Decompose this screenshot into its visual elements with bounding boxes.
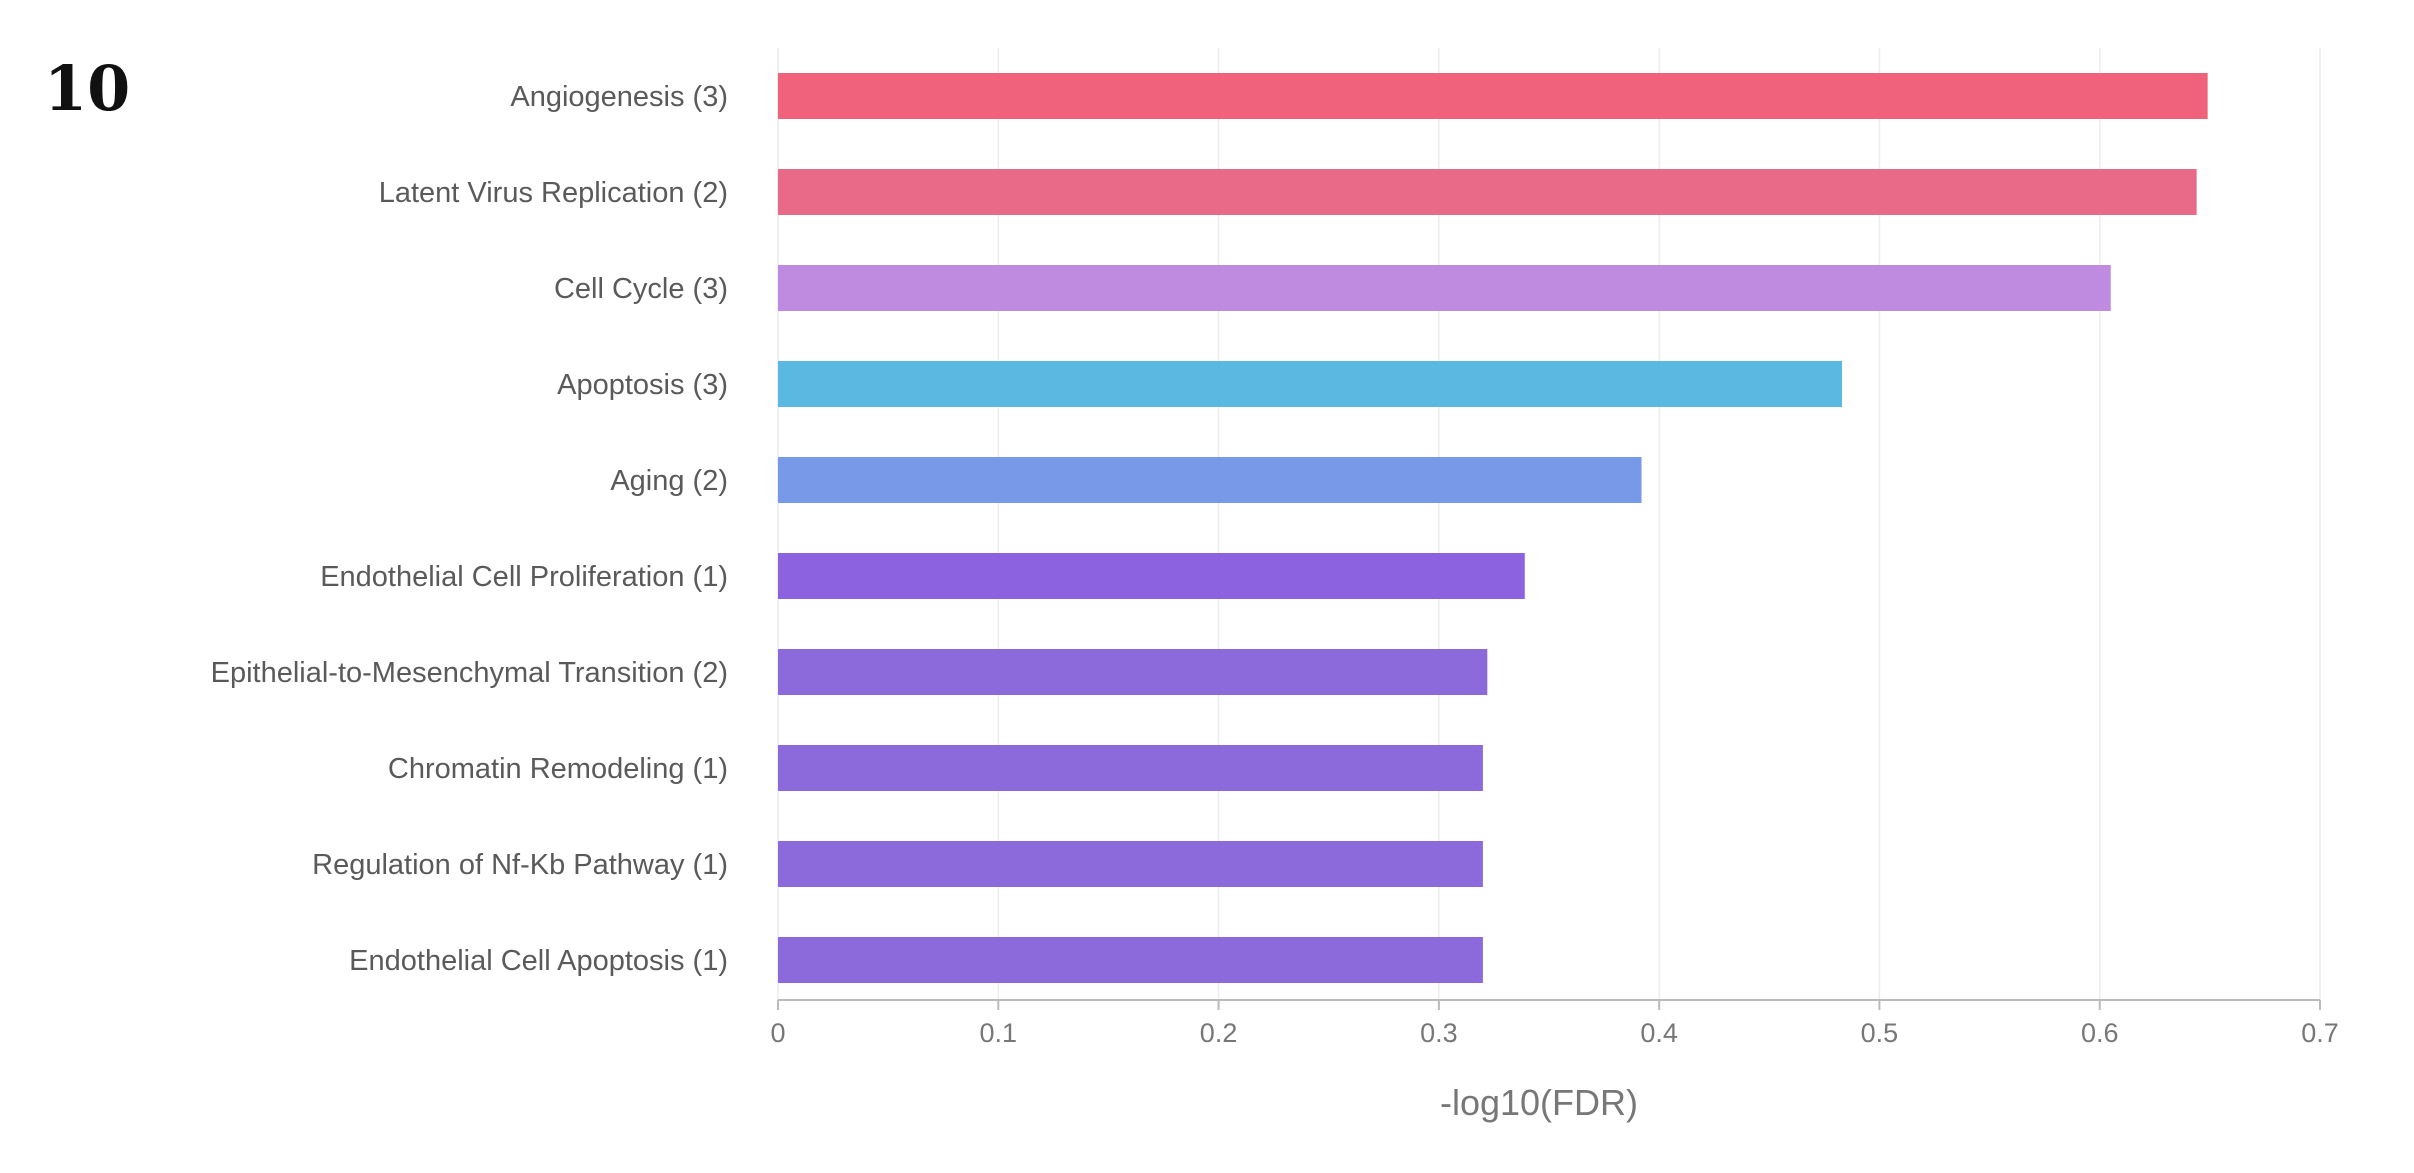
category-label: Apoptosis (3) (557, 369, 728, 401)
category-label: Epithelial-to-Mesenchymal Transition (2) (211, 657, 728, 689)
x-tick-label: 0.2 (1200, 1018, 1238, 1048)
category-label: Cell Cycle (3) (554, 273, 728, 305)
category-label: Regulation of Nf-Kb Pathway (1) (312, 849, 728, 881)
x-tick-label: 0.5 (1861, 1018, 1899, 1048)
bar (778, 841, 1483, 887)
category-label: Aging (2) (610, 465, 728, 497)
x-tick-label: 0.4 (1640, 1018, 1678, 1048)
panel-label: 10 (44, 52, 131, 125)
category-label: Latent Virus Replication (2) (379, 177, 728, 209)
x-axis-title: -log10(FDR) (1440, 1082, 1638, 1123)
x-tick-label: 0 (770, 1018, 785, 1048)
x-tick-label: 0.6 (2081, 1018, 2119, 1048)
category-label: Endothelial Cell Apoptosis (1) (349, 945, 728, 977)
bar (778, 265, 2111, 311)
bar (778, 457, 1642, 503)
category-label: Angiogenesis (3) (510, 81, 728, 113)
bar (778, 73, 2208, 119)
category-label: Endothelial Cell Proliferation (1) (320, 561, 728, 593)
bar (778, 649, 1488, 695)
bar (778, 937, 1483, 983)
bar (778, 745, 1483, 791)
bar (778, 553, 1525, 599)
x-tick-label: 0.1 (980, 1018, 1018, 1048)
bar (778, 361, 1842, 407)
x-tick-label: 0.7 (2301, 1018, 2339, 1048)
category-label: Chromatin Remodeling (1) (388, 753, 728, 785)
x-axis: 0 0.1 0.2 0.3 0.4 0.5 0.6 0.7 (770, 999, 2339, 1048)
bars (778, 73, 2208, 983)
category-labels: Angiogenesis (3) Latent Virus Replication… (211, 81, 728, 977)
x-tick-label: 0.3 (1420, 1018, 1458, 1048)
bar (778, 169, 2197, 215)
